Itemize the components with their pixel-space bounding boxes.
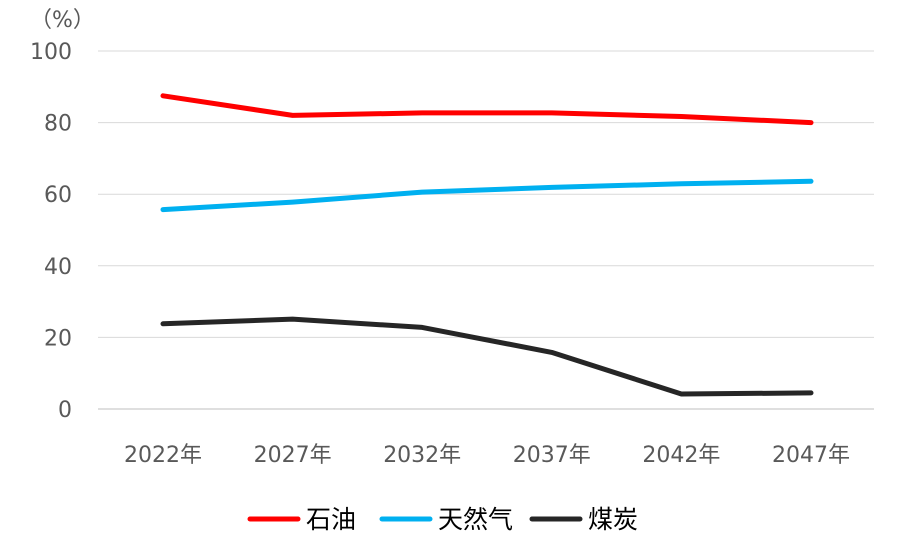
y-tick-label: 40 <box>44 255 72 280</box>
y-tick-label: 20 <box>44 326 72 351</box>
x-tick-label: 2027年 <box>254 443 332 468</box>
x-tick-label: 2032年 <box>383 443 461 468</box>
series-line-0 <box>160 93 814 126</box>
y-axis-unit-label: （%） <box>30 8 95 33</box>
legend-label-2: 煤炭 <box>588 505 638 534</box>
y-tick-label: 0 <box>58 398 72 423</box>
legend-label-1: 天然气 <box>438 505 513 534</box>
legend: 石油 天然气 煤炭 <box>247 505 638 534</box>
x-tick-label: 2037年 <box>513 443 591 468</box>
x-axis-ticks: 2022年 2027年 2032年 2037年 2042年 2047年 <box>124 443 850 468</box>
series-lines <box>160 93 814 397</box>
series-line-2 <box>160 316 814 397</box>
series-line-1 <box>160 178 814 213</box>
gridlines <box>98 50 874 410</box>
legend-label-0: 石油 <box>306 505 356 534</box>
y-tick-label: 60 <box>44 183 72 208</box>
x-tick-label: 2047年 <box>772 443 850 468</box>
y-tick-label: 100 <box>30 40 72 65</box>
x-tick-label: 2042年 <box>642 443 720 468</box>
y-tick-label: 80 <box>44 112 72 137</box>
y-axis-ticks: 0 20 40 60 80 100 <box>30 40 72 423</box>
x-tick-label: 2022年 <box>124 443 202 468</box>
